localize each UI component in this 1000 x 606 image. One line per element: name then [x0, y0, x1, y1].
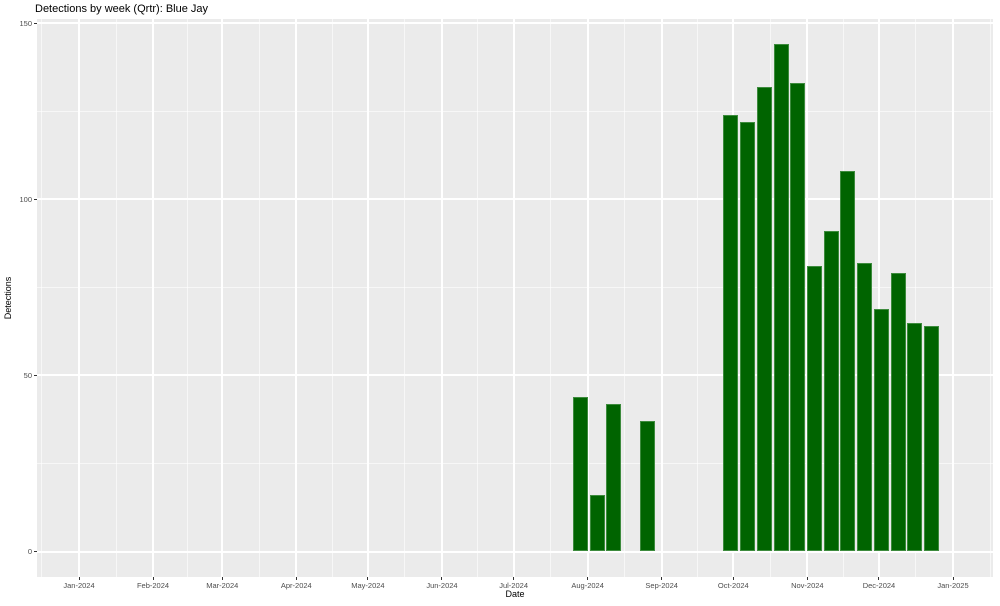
x-major-gridline — [660, 19, 663, 577]
x-tick-label: Sep-2024 — [645, 581, 678, 590]
plot-panel — [37, 19, 993, 577]
x-minor-gridline — [989, 19, 991, 577]
x-minor-gridline — [331, 19, 333, 577]
x-minor-gridline — [41, 19, 43, 577]
y-tick-mark — [34, 22, 37, 24]
x-major-gridline — [78, 19, 80, 577]
y-minor-gridline — [37, 110, 993, 112]
bar-week-2024-12-02 — [873, 308, 889, 552]
bar-week-2024-09-30 — [723, 114, 739, 552]
y-tick-label: 150 — [19, 18, 32, 28]
y-tick-mark — [34, 198, 37, 200]
x-major-gridline — [586, 19, 589, 577]
bar-week-2024-11-18 — [840, 171, 856, 552]
bar-week-2024-11-25 — [857, 262, 873, 552]
x-minor-gridline — [696, 19, 698, 577]
x-major-gridline — [295, 19, 298, 577]
x-major-gridline — [366, 19, 369, 577]
x-tick-mark — [78, 577, 80, 580]
bar-week-2024-10-28 — [790, 83, 806, 552]
y-minor-gridline — [37, 286, 993, 288]
x-tick-mark — [221, 577, 223, 580]
x-major-gridline — [952, 19, 954, 577]
x-minor-gridline — [404, 19, 406, 577]
x-axis-title: Date — [505, 589, 525, 599]
x-tick-mark — [152, 577, 154, 580]
x-tick-label: May-2024 — [351, 581, 385, 590]
y-major-gridline — [37, 198, 993, 201]
x-tick-mark — [878, 577, 880, 580]
x-tick-mark — [806, 577, 808, 580]
bar-week-2024-07-29 — [572, 396, 588, 552]
bar-week-2024-10-07 — [740, 121, 756, 552]
x-tick-mark — [513, 577, 515, 580]
x-minor-gridline — [115, 19, 117, 577]
y-tick-label: 0 — [27, 547, 32, 556]
x-minor-gridline — [915, 19, 917, 577]
y-major-gridline — [37, 550, 993, 553]
x-tick-mark — [295, 577, 297, 580]
bar-week-2024-11-04 — [807, 266, 822, 552]
x-tick-label: Feb-2024 — [136, 581, 170, 590]
bar-week-2024-11-11 — [823, 231, 839, 552]
x-tick-label: Nov-2024 — [791, 581, 824, 590]
x-major-gridline — [152, 19, 155, 577]
x-tick-label: Jan-2025 — [937, 581, 969, 590]
x-minor-gridline — [624, 19, 626, 577]
x-minor-gridline — [187, 19, 189, 577]
y-minor-gridline — [37, 462, 993, 464]
x-major-gridline — [512, 19, 515, 577]
x-tick-mark — [661, 577, 663, 580]
x-tick-mark — [367, 577, 369, 580]
x-minor-gridline — [477, 19, 479, 577]
x-tick-label: Jul-2024 — [499, 581, 528, 590]
x-tick-label: Apr-2024 — [280, 581, 312, 590]
y-tick-label: 100 — [19, 194, 32, 204]
x-major-gridline — [877, 19, 880, 577]
x-major-gridline — [221, 19, 224, 577]
bar-week-2024-12-09 — [890, 273, 906, 552]
x-tick-mark — [732, 577, 734, 580]
y-major-gridline — [37, 22, 993, 25]
y-tick-label: 50 — [23, 370, 32, 380]
x-tick-label: Jan-2024 — [63, 581, 95, 590]
x-tick-label: Mar-2024 — [206, 581, 239, 590]
x-major-gridline — [440, 19, 443, 577]
bar-week-2024-12-16 — [907, 322, 923, 552]
x-tick-label: Oct-2024 — [717, 581, 749, 590]
bar-week-2024-10-21 — [773, 44, 789, 552]
x-tick-mark — [441, 577, 443, 580]
bar-week-2024-12-23 — [924, 326, 940, 552]
x-tick-label: Jun-2024 — [426, 581, 458, 590]
y-major-gridline — [37, 374, 993, 377]
x-minor-gridline — [550, 19, 552, 577]
bar-week-2024-08-12 — [606, 403, 622, 552]
x-tick-label: Dec-2024 — [862, 581, 896, 590]
bar-week-2024-10-14 — [756, 86, 772, 552]
chart-title: Detections by week (Qrtr): Blue Jay — [35, 3, 209, 15]
x-tick-mark — [952, 577, 954, 580]
bar-week-2024-08-26 — [639, 421, 655, 552]
x-tick-label: Aug-2024 — [571, 581, 604, 590]
y-axis-title: Detections — [3, 276, 13, 320]
y-tick-mark — [34, 551, 37, 552]
y-tick-mark — [34, 374, 37, 376]
bar-week-2024-08-05 — [589, 495, 605, 552]
x-tick-mark — [587, 577, 589, 580]
x-minor-gridline — [258, 19, 260, 577]
